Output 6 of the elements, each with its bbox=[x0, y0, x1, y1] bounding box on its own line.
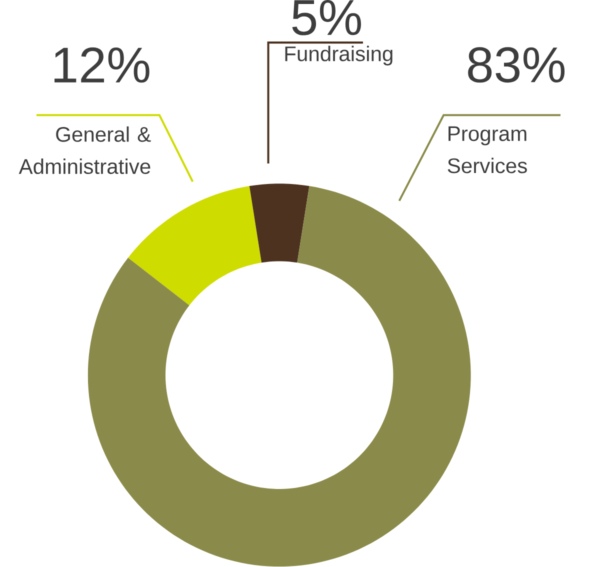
data-label: 83% bbox=[468, 47, 565, 83]
slice-label: General & Administrative bbox=[18, 126, 151, 174]
slice-label: Fundraising bbox=[285, 46, 392, 66]
data-label: 12% bbox=[54, 48, 150, 83]
data-label: 5% bbox=[292, 0, 361, 36]
slice-label: Program Services bbox=[448, 126, 527, 174]
